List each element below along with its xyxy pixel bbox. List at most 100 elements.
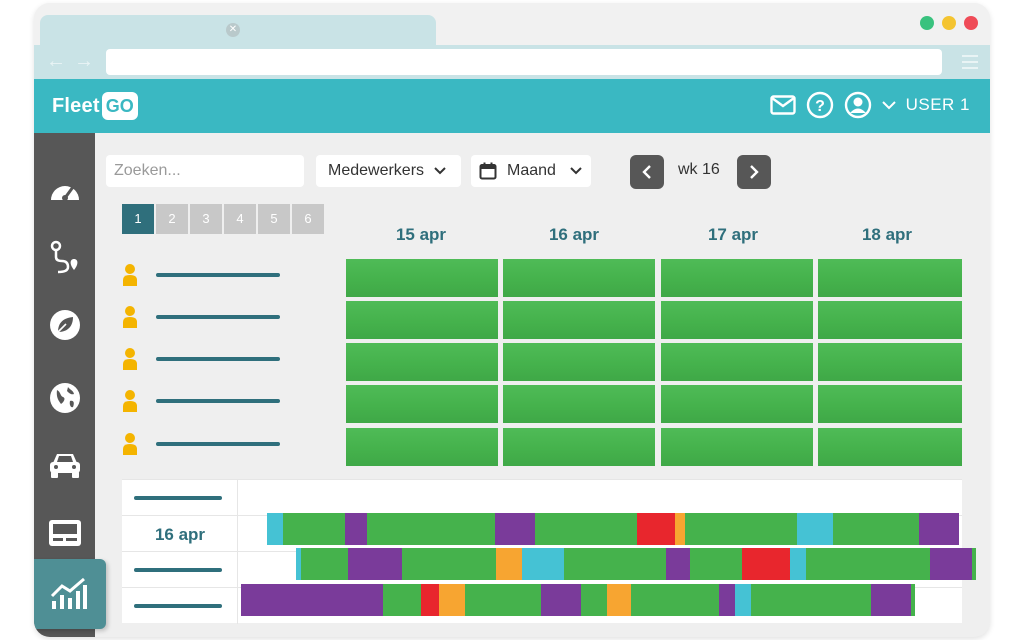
window-dot-green[interactable]: [920, 16, 934, 30]
calendar-cell[interactable]: [661, 301, 813, 339]
activity-segment-green[interactable]: [911, 584, 915, 616]
calendar-cell[interactable]: [503, 385, 655, 423]
activity-segment-cyan[interactable]: [296, 548, 301, 580]
activity-segment-cyan[interactable]: [735, 584, 751, 616]
sidebar-item-vehicles[interactable]: [34, 435, 95, 495]
activity-segment-green[interactable]: [806, 548, 930, 580]
search-input[interactable]: Zoeken...: [106, 155, 304, 187]
help-icon[interactable]: ?: [806, 91, 834, 119]
employee-row[interactable]: [122, 389, 282, 413]
user-label[interactable]: USER 1: [905, 95, 970, 114]
sidebar-item-map[interactable]: [34, 368, 95, 428]
activity-segment-green[interactable]: [402, 548, 496, 580]
period-dropdown[interactable]: Maand: [471, 155, 591, 187]
calendar-cell[interactable]: [818, 343, 962, 381]
activity-segment-green[interactable]: [972, 548, 976, 580]
calendar-cell[interactable]: [346, 259, 498, 297]
activity-segment-purple[interactable]: [495, 513, 535, 545]
fleetgo-logo[interactable]: Fleet GO: [52, 91, 138, 121]
page-button[interactable]: 3: [190, 204, 222, 234]
sidebar-item-dashboard[interactable]: [34, 161, 95, 221]
activity-segment-green[interactable]: [564, 548, 666, 580]
activity-segment-purple[interactable]: [353, 513, 355, 545]
calendar-cell[interactable]: [346, 343, 498, 381]
activity-segment-green[interactable]: [685, 513, 797, 545]
employee-row[interactable]: [122, 432, 282, 456]
activity-segment-green[interactable]: [690, 548, 742, 580]
activity-segment-purple[interactable]: [871, 584, 911, 616]
employees-dropdown[interactable]: Medewerkers: [316, 155, 461, 187]
calendar-cell[interactable]: [503, 428, 655, 466]
page-button[interactable]: 2: [156, 204, 188, 234]
activity-segment-purple[interactable]: [719, 584, 735, 616]
activity-segment-purple[interactable]: [919, 513, 959, 545]
activity-segment-green[interactable]: [833, 513, 919, 545]
activity-segment-green[interactable]: [465, 584, 541, 616]
activity-segment-cyan[interactable]: [267, 513, 283, 545]
activity-segment-orange[interactable]: [496, 548, 522, 580]
activity-segment-purple[interactable]: [541, 584, 581, 616]
calendar-cell[interactable]: [818, 259, 962, 297]
activity-segment-red[interactable]: [637, 513, 675, 545]
window-dot-yellow[interactable]: [942, 16, 956, 30]
activity-segment-orange[interactable]: [439, 584, 465, 616]
calendar-cell[interactable]: [818, 385, 962, 423]
url-input[interactable]: [106, 49, 942, 75]
calendar-cell[interactable]: [503, 259, 655, 297]
activity-segment-cyan[interactable]: [522, 548, 564, 580]
calendar-cell[interactable]: [818, 428, 962, 466]
activity-segment-green[interactable]: [535, 513, 637, 545]
activity-segment-orange[interactable]: [675, 513, 685, 545]
chevron-down-icon[interactable]: [881, 100, 896, 110]
activity-segment-red[interactable]: [421, 584, 439, 616]
calendar-cell[interactable]: [346, 428, 498, 466]
activity-segment-green[interactable]: [581, 584, 607, 616]
back-arrow-icon[interactable]: ←: [46, 50, 66, 72]
calendar-cell[interactable]: [346, 301, 498, 339]
next-week-button[interactable]: [737, 155, 771, 189]
calendar-cell[interactable]: [818, 301, 962, 339]
activity-segment-purple[interactable]: [348, 548, 402, 580]
user-icon[interactable]: [844, 91, 872, 119]
forward-arrow-icon[interactable]: →: [74, 50, 94, 72]
prev-week-button[interactable]: [630, 155, 664, 189]
activity-segment-purple[interactable]: [930, 548, 972, 580]
activity-segment-orange[interactable]: [607, 584, 631, 616]
calendar-cell[interactable]: [503, 343, 655, 381]
employee-row[interactable]: [122, 305, 282, 329]
activity-segment-cyan[interactable]: [790, 548, 806, 580]
activity-segment-cyan[interactable]: [797, 513, 833, 545]
calendar-cell[interactable]: [661, 343, 813, 381]
employee-row[interactable]: [122, 347, 282, 371]
activity-segment-green[interactable]: [631, 584, 719, 616]
activity-segment-purple[interactable]: [355, 513, 367, 545]
activity-segment-green[interactable]: [383, 584, 421, 616]
calendar-cell[interactable]: [661, 385, 813, 423]
activity-segment-red[interactable]: [742, 548, 790, 580]
mail-icon[interactable]: [769, 95, 796, 115]
activity-segment-purple[interactable]: [666, 548, 690, 580]
calendar-cell[interactable]: [661, 259, 813, 297]
timeline-row-label[interactable]: [122, 588, 238, 624]
window-dot-red[interactable]: [964, 16, 978, 30]
timeline-row-label[interactable]: [122, 552, 238, 588]
activity-segment-green[interactable]: [301, 548, 348, 580]
page-button[interactable]: 6: [292, 204, 324, 234]
calendar-cell[interactable]: [503, 301, 655, 339]
sidebar-item-devices[interactable]: [34, 503, 95, 563]
page-button[interactable]: 4: [224, 204, 256, 234]
activity-segment-green[interactable]: [283, 513, 345, 545]
timeline-row-label[interactable]: [122, 480, 238, 516]
activity-segment-purple[interactable]: [241, 584, 383, 616]
sidebar-item-routes[interactable]: [34, 227, 95, 287]
activity-segment-green[interactable]: [367, 513, 495, 545]
activity-segment-green[interactable]: [751, 584, 871, 616]
activity-segment-purple[interactable]: [345, 513, 353, 545]
calendar-cell[interactable]: [661, 428, 813, 466]
page-button[interactable]: 5: [258, 204, 290, 234]
close-icon[interactable]: ✕: [226, 23, 240, 37]
timeline-date-cell[interactable]: 16 apr: [122, 516, 238, 552]
calendar-cell[interactable]: [346, 385, 498, 423]
employee-row[interactable]: [122, 263, 282, 287]
menu-icon[interactable]: [962, 55, 978, 69]
